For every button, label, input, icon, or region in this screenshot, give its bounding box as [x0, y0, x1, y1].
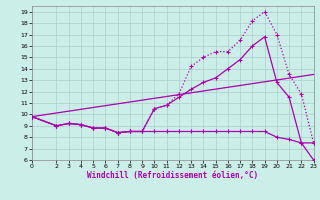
- X-axis label: Windchill (Refroidissement éolien,°C): Windchill (Refroidissement éolien,°C): [87, 171, 258, 180]
